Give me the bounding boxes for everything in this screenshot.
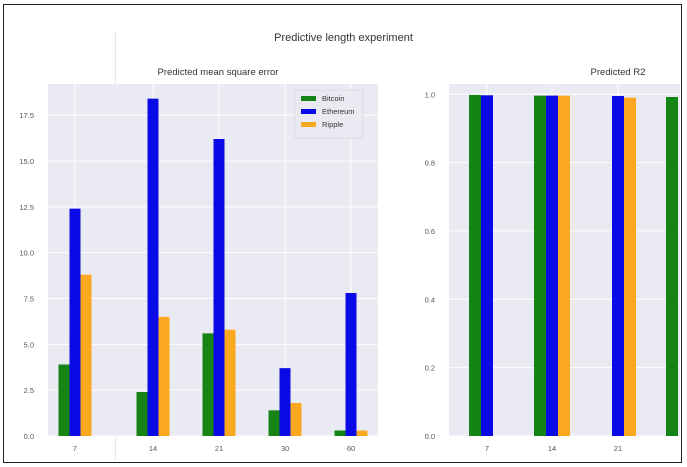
chart-panel-2: 0.0 0.2 0.4 0.6 0.8 1.0 7 14 21 Predicted R2 xyxy=(425,67,680,453)
y-tick-label: 1.0 xyxy=(425,90,435,99)
x-tick-label: 7 xyxy=(485,444,489,453)
bar-ethereum-14 xyxy=(147,98,159,436)
y-tick-label: 5.0 xyxy=(24,340,34,349)
bar-bitcoin-60 xyxy=(334,430,346,436)
bar-bitcoin-30 xyxy=(268,410,280,436)
y-tick-label: 7.5 xyxy=(24,295,34,304)
bar-ripple-21 xyxy=(624,97,636,436)
y-tick-label: 0.0 xyxy=(24,432,34,441)
chart-title: Predicted mean square error xyxy=(158,67,279,78)
x-tick-label: 7 xyxy=(73,444,77,453)
bar-bitcoin-14 xyxy=(136,392,148,436)
bar-ripple-30 xyxy=(290,403,302,436)
legend-swatch xyxy=(301,109,316,114)
chart-title: Predicted R2 xyxy=(591,67,646,78)
bar-bitcoin-7 xyxy=(469,94,481,436)
x-tick-label: 14 xyxy=(149,444,157,453)
y-tick-label: 0.6 xyxy=(425,227,435,236)
bar-bitcoin-14 xyxy=(534,95,546,436)
bar-ripple-21 xyxy=(224,329,236,436)
bar-ethereum-21 xyxy=(213,139,225,436)
y-tick-label: 15.0 xyxy=(19,157,34,166)
x-tick-label: 30 xyxy=(281,444,289,453)
bar-ethereum-30 xyxy=(279,368,291,436)
bar-bitcoin-extra xyxy=(666,96,678,436)
x-tick-label: 60 xyxy=(347,444,355,453)
x-tick-label: 21 xyxy=(215,444,223,453)
y-tick-label: 0.4 xyxy=(425,295,435,304)
bar-ripple-7 xyxy=(80,274,92,436)
legend-swatch xyxy=(301,122,316,127)
bar-ethereum-7 xyxy=(481,95,493,436)
legend-label: Ethereum xyxy=(322,107,355,116)
bar-ethereum-7 xyxy=(69,208,81,436)
y-tick-label: 0.2 xyxy=(425,364,435,373)
figure-suptitle: Predictive length experiment xyxy=(274,32,413,44)
bar-ethereum-60 xyxy=(345,293,357,436)
legend: Bitcoin Ethereum Ripple xyxy=(294,89,364,139)
bar-ripple-14 xyxy=(558,95,570,436)
bar-ripple-14 xyxy=(158,316,170,436)
legend-label: Bitcoin xyxy=(322,94,345,103)
y-tick-label: 0.8 xyxy=(425,159,435,168)
bars-group xyxy=(469,94,678,436)
legend-swatch xyxy=(301,96,316,101)
bars-group xyxy=(58,98,368,436)
bar-ethereum-21 xyxy=(612,95,624,436)
x-tick-label: 14 xyxy=(548,444,556,453)
y-tick-label: 10.0 xyxy=(19,249,34,258)
x-tick-label: 21 xyxy=(614,444,622,453)
chart-panel-1: 0.0 2.5 5.0 7.5 10.0 12.5 15.0 17.5 7 14 21 30 60 Pre… xyxy=(19,67,378,453)
bar-ripple-60 xyxy=(356,430,368,436)
y-tick-label: 17.5 xyxy=(19,111,34,120)
y-tick-label: 2.5 xyxy=(24,386,34,395)
bar-bitcoin-7 xyxy=(58,364,70,436)
y-tick-label: 0.0 xyxy=(425,432,435,441)
y-tick-label: 12.5 xyxy=(19,203,34,212)
legend-label: Ripple xyxy=(322,120,343,129)
bar-bitcoin-21 xyxy=(202,333,214,436)
bar-ethereum-14 xyxy=(546,95,558,436)
